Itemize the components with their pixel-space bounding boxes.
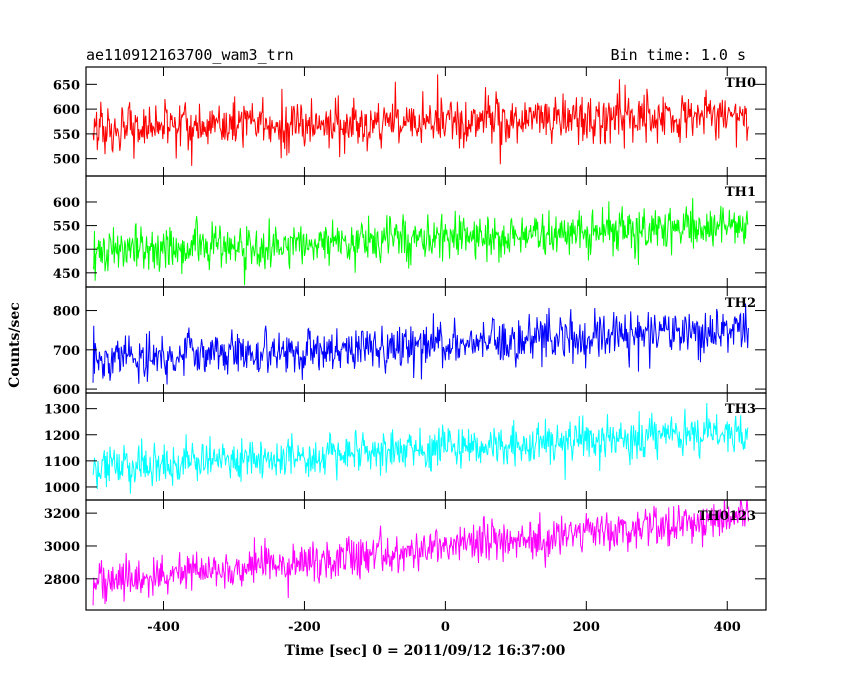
x-axis-label: Time [sec] 0 = 2011/09/12 16:37:00 <box>285 643 566 659</box>
y-axis-label: Counts/sec <box>7 302 23 388</box>
y-tick-label: 3000 <box>44 540 80 555</box>
panel-th0123: 2800 3000 3200 TH0123 <box>44 499 767 611</box>
series-line-th0 <box>92 74 749 166</box>
series-line-th3 <box>92 403 749 494</box>
panel-th1: 450 500 550 600 TH1 <box>53 175 767 288</box>
y-tick-label: 500 <box>53 243 80 258</box>
series-label-th1: TH1 <box>725 185 756 200</box>
y-tick-label: 550 <box>53 220 80 235</box>
y-tick-label: 600 <box>53 383 80 398</box>
y-tick-label: 600 <box>53 103 80 118</box>
x-tick-label: -400 <box>147 620 180 635</box>
y-tick-label: 500 <box>53 153 80 168</box>
panel-th3: 1000 1100 1200 1300 TH3 <box>44 392 767 501</box>
series-line-th0123 <box>92 500 749 606</box>
x-tick-label: 200 <box>573 620 600 635</box>
y-tick-label: 3200 <box>44 507 80 522</box>
y-tick-label: 450 <box>53 267 80 282</box>
series-line-th2 <box>92 303 749 385</box>
y-tick-label: 800 <box>53 305 80 320</box>
x-tick-label: 0 <box>441 620 450 635</box>
y-tick-label: 700 <box>53 344 80 359</box>
panel-th2: 600 700 800 TH2 <box>53 286 767 398</box>
y-tick-label: 1200 <box>44 429 80 444</box>
x-tick-label: -200 <box>288 620 321 635</box>
x-axis: -400 -200 0 200 400 <box>147 620 741 635</box>
series-label-th2: TH2 <box>725 296 756 311</box>
panel-frame <box>85 499 767 611</box>
y-tick-label: 600 <box>53 196 80 211</box>
series-label-th3: TH3 <box>725 402 756 417</box>
panels-group: 500 550 600 650 TH0 450 500 550 600 TH1 600 700 800 T… <box>44 66 767 611</box>
y-tick-label: 1100 <box>44 455 80 470</box>
panel-th0: 500 550 600 650 TH0 <box>53 66 767 177</box>
series-label-th0123: TH0123 <box>698 509 756 524</box>
y-tick-label: 2800 <box>44 573 80 588</box>
y-tick-label: 650 <box>53 78 80 93</box>
chart-title: ae110912163700_wam3_trn <box>86 46 294 64</box>
chart-subtitle: Bin time: 1.0 s <box>611 46 746 64</box>
x-tick-label: 400 <box>714 620 741 635</box>
y-tick-label: 1000 <box>44 481 80 496</box>
panel-frame <box>85 392 767 501</box>
y-tick-label: 550 <box>53 128 80 143</box>
y-tick-label: 1300 <box>44 403 80 418</box>
series-label-th0: TH0 <box>725 76 756 91</box>
series-line-th1 <box>92 198 749 286</box>
